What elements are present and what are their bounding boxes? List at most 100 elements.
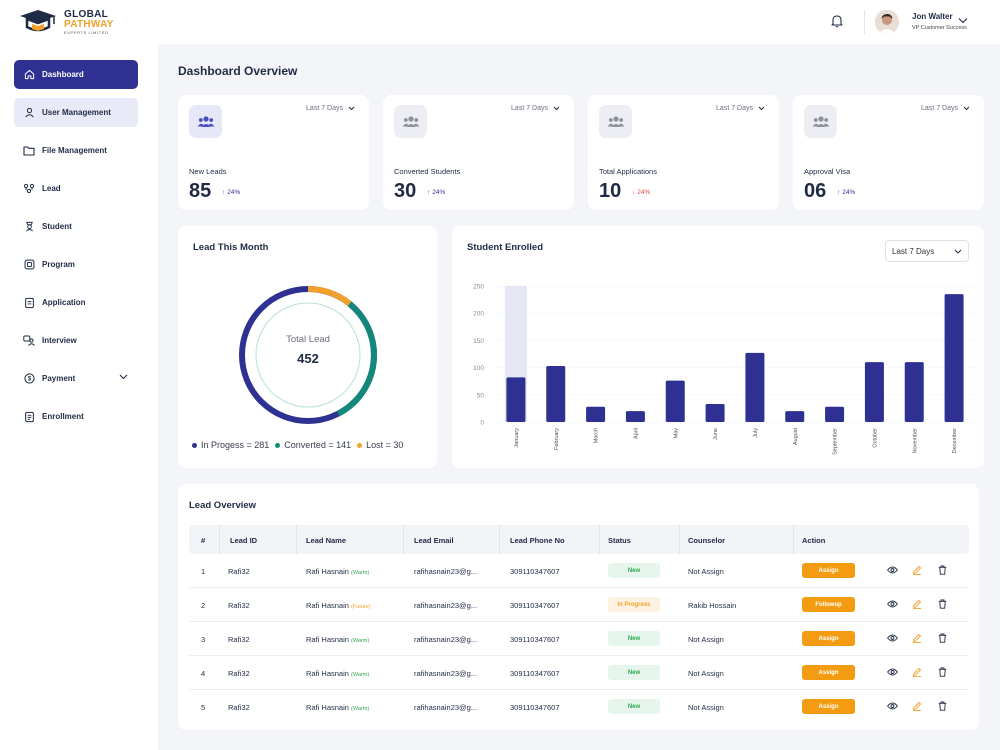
bar-april[interactable] [625,411,645,422]
column-header-status: Status [608,536,631,545]
trash-icon[interactable] [936,632,948,644]
trash-icon[interactable] [936,564,948,576]
sidebar-item-dashboard[interactable]: Dashboard [14,60,138,89]
column-header-number: # [201,536,206,545]
x-tick-label: October [872,428,878,448]
edit-icon[interactable] [911,632,923,644]
sidebar-item-user-management[interactable]: User Management [14,98,138,127]
brand-line2: PATHWAY [64,18,114,30]
stat-change: ↑ 24% [837,189,855,196]
user-icon [23,107,35,119]
range-dropdown[interactable]: Last 7 Days [511,105,560,112]
assign-button[interactable]: Assign [802,699,855,714]
sidebar-item-program[interactable]: Program [14,250,138,279]
cell-lead-phone: 309110347607 [510,601,560,610]
user-name[interactable]: Jon Walter [912,12,953,21]
cell-counselor: Not Assign [688,669,724,678]
bar-july[interactable] [745,352,765,422]
eye-icon[interactable] [886,598,898,610]
trash-icon[interactable] [936,700,948,712]
cell-number: 1 [201,567,206,576]
sidebar-item-interview[interactable]: Interview [14,326,138,355]
edit-icon[interactable] [911,666,923,678]
x-tick-label: February [554,428,560,450]
lead-tag: (Future) [351,604,371,610]
range-dropdown[interactable]: Last 7 Days [716,105,765,112]
bell-icon[interactable] [831,14,843,33]
bar-september[interactable] [825,406,845,422]
stat-card-new-leads: Last 7 Days New Leads 85 ↑ 24% [178,95,369,210]
top-bar: Jon Walter VP Customer Success [158,0,1000,44]
bar-may[interactable] [665,380,685,422]
assign-button[interactable]: Assign [802,631,855,646]
bar-march[interactable] [586,406,606,422]
sidebar-item-payment[interactable]: $ Payment [14,364,138,393]
trash-icon[interactable] [936,666,948,678]
stat-card-approval-visa: Last 7 Days Approval Visa 06 ↑ 24% [793,95,984,210]
sidebar-item-label: Program [42,260,75,269]
table-row: 5 Rafi32 Rafi Hasnain (Warm) rafihasnain… [189,690,969,724]
sidebar-item-file-management[interactable]: File Management [14,136,138,165]
chevron-down-icon [963,106,970,111]
edit-icon[interactable] [911,700,923,712]
range-label: Last 7 Days [511,105,548,112]
student-icon [23,221,35,233]
cell-number: 2 [201,601,206,610]
sidebar: GLOBAL PATHWAY EXPERTS LIMITED Dashboard… [0,0,158,750]
bar-october[interactable] [864,362,884,422]
eye-icon[interactable] [886,632,898,644]
bar-january[interactable] [506,377,526,422]
divider [864,10,865,34]
trash-icon[interactable] [936,598,948,610]
range-label: Last 7 Days [921,105,958,112]
range-dropdown[interactable]: Last 7 Days [921,105,970,112]
cell-lead-id: Rafi32 [228,669,250,678]
sidebar-item-enrollment[interactable]: Enrollment [14,402,138,431]
edit-icon[interactable] [911,564,923,576]
sidebar-item-lead[interactable]: Lead [14,174,138,203]
stat-change: ↑ 24% [427,189,445,196]
status-badge: New [608,631,660,646]
x-tick-label: November [912,428,918,454]
bar-june[interactable] [705,404,725,422]
cell-lead-name: Rafi Hasnain (Warm) [306,669,369,678]
bar-february[interactable] [546,365,566,422]
sidebar-item-student[interactable]: Student [14,212,138,241]
edit-icon[interactable] [911,598,923,610]
assign-button[interactable]: Assign [802,665,855,680]
bar-august[interactable] [785,411,805,422]
arrow-down-icon: ↓ [632,189,636,196]
chevron-down-icon[interactable] [119,373,128,382]
legend-label: Lost = 30 [366,440,404,450]
lead-donut-chart [239,286,377,424]
eye-icon[interactable] [886,700,898,712]
page-title: Dashboard Overview [178,64,298,78]
bar-december[interactable] [944,294,964,422]
sidebar-item-application[interactable]: Application [14,288,138,317]
cell-lead-id: Rafi32 [228,567,250,576]
legend-dot [357,443,363,449]
brand-logo[interactable]: GLOBAL PATHWAY EXPERTS LIMITED [18,8,114,36]
donut-segment-converted [239,286,377,424]
range-select[interactable]: Last 7 Days [885,240,969,262]
cell-lead-email: rafihasnain23@g... [414,601,478,610]
bar-november[interactable] [904,362,924,422]
eye-icon[interactable] [886,564,898,576]
avatar[interactable] [875,10,899,34]
stat-label: Approval Visa [804,167,851,176]
table-row: 4 Rafi32 Rafi Hasnain (Warm) rafihasnain… [189,656,969,690]
followup-button[interactable]: Followup [802,597,855,612]
lead-overview-title: Lead Overview [189,500,257,511]
assign-button[interactable]: Assign [802,563,855,578]
stat-change: ↑ 24% [222,189,240,196]
legend-dot [192,443,197,449]
cell-lead-email: rafihasnain23@g... [414,703,478,712]
donut-inner-ring [255,302,361,408]
stat-change: ↓ 24% [632,189,650,196]
eye-icon[interactable] [886,666,898,678]
lead-tag: (Warm) [351,706,370,712]
interview-icon [23,335,35,347]
range-dropdown[interactable]: Last 7 Days [306,105,355,112]
chevron-down-icon[interactable] [958,11,968,29]
range-select-value: Last 7 Days [892,246,935,256]
